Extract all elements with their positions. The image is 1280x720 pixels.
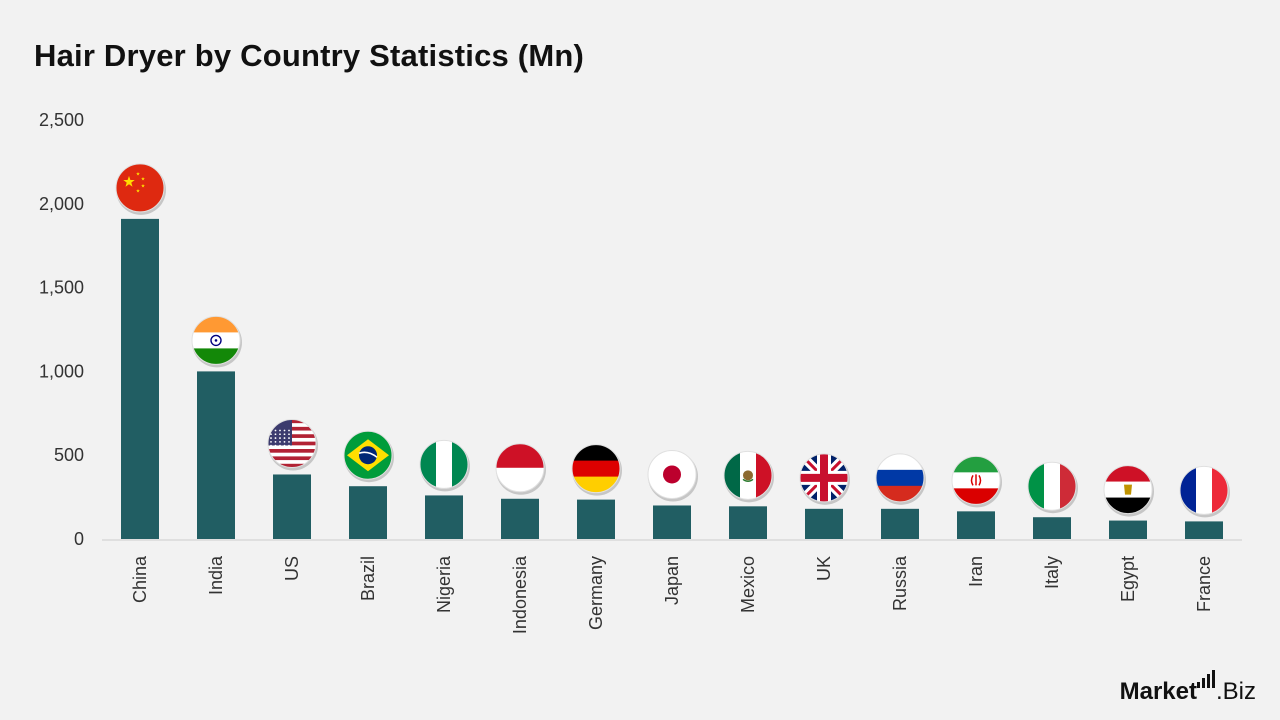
x-tick-label: Brazil (358, 556, 378, 601)
y-axis: 0 500 1,000 1,500 2,000 2,500 (39, 110, 84, 549)
x-tick-label: UK (814, 556, 834, 581)
chart-title: Hair Dryer by Country Statistics (Mn) (34, 38, 585, 73)
bar-japan (653, 505, 691, 539)
iran-flag-icon (951, 455, 1002, 508)
bar-brazil (349, 486, 387, 539)
x-tick-label: France (1194, 556, 1214, 612)
bar-indonesia (501, 498, 539, 539)
russia-flag-icon (875, 453, 926, 505)
y-tick-label: 1,500 (39, 278, 84, 298)
china-flag-icon (115, 163, 166, 215)
bar-china (121, 218, 159, 539)
bar-india (197, 371, 235, 539)
bar-icon (1196, 670, 1215, 688)
y-tick-label: 2,000 (39, 194, 84, 214)
brand-logo: Market .Biz (1120, 670, 1256, 706)
bar-us (273, 474, 311, 539)
italy-flag-icon (1027, 461, 1078, 514)
india-flag-icon (191, 315, 242, 368)
germany-flag-icon (571, 444, 622, 496)
indonesia-flag-icon (495, 443, 546, 495)
bar-mexico (729, 506, 767, 539)
nigeria-flag-icon (419, 439, 470, 492)
flags-group (115, 163, 1230, 518)
x-tick-label: Japan (662, 556, 682, 605)
bar-germany (577, 499, 615, 539)
brazil-flag-icon (343, 430, 394, 483)
japan-flag-icon (647, 449, 698, 502)
brand-name: Market (1119, 678, 1197, 705)
x-tick-label: Iran (966, 556, 986, 587)
x-axis-labels: China India US Brazil Nigeria Indonesia German… (130, 555, 1214, 634)
x-tick-label: Italy (1042, 556, 1062, 589)
x-tick-label: Indonesia (510, 555, 530, 634)
x-tick-label: Russia (890, 555, 910, 611)
bar-egypt (1109, 520, 1147, 539)
y-tick-label: 1,000 (39, 361, 84, 381)
bar-russia (881, 508, 919, 539)
bar-italy (1033, 517, 1071, 539)
x-tick-label: Nigeria (434, 555, 454, 613)
y-tick-label: 0 (74, 529, 84, 549)
x-tick-label: US (282, 556, 302, 581)
x-tick-label: India (206, 555, 226, 595)
x-tick-label: Mexico (738, 556, 758, 613)
brand-suffix: .Biz (1215, 678, 1256, 705)
bar-iran (957, 511, 995, 539)
uk-flag-icon (799, 453, 850, 505)
x-tick-label: Egypt (1118, 556, 1138, 602)
y-tick-label: 2,500 (39, 110, 84, 130)
y-tick-label: 500 (54, 445, 84, 465)
france-flag-icon (1179, 465, 1230, 518)
bars-group (121, 218, 1223, 539)
bar-uk (805, 508, 843, 539)
bar-france (1185, 521, 1223, 539)
x-tick-label: China (130, 555, 150, 603)
bar-nigeria (425, 495, 463, 539)
x-tick-label: Germany (586, 556, 606, 630)
egypt-flag-icon (1103, 465, 1154, 517)
us-flag-icon (267, 418, 318, 471)
mexico-flag-icon (723, 450, 774, 503)
